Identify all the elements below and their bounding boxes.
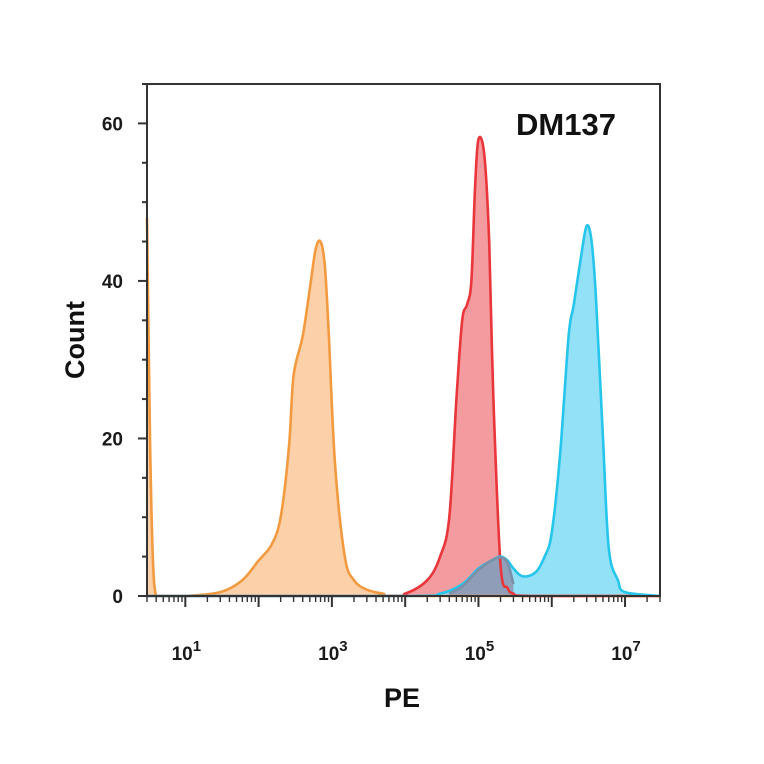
x-tick-label: 105 — [465, 638, 494, 665]
histogram-fills — [147, 136, 660, 596]
histogram-line-4 — [448, 556, 515, 595]
histogram-outlines — [145, 135, 661, 598]
y-axis: 0 20 40 60 — [102, 83, 147, 608]
y-tick-label: 60 — [102, 114, 123, 135]
histogram-fill-4 — [449, 557, 514, 596]
x-tick-label: 107 — [611, 638, 640, 665]
x-axis: 101 103 105 107 — [146, 596, 661, 665]
y-tick-label: 0 — [112, 587, 123, 608]
y-axis-title: Count — [60, 301, 90, 379]
x-tick-label: 103 — [318, 638, 347, 665]
plot-frame — [146, 83, 661, 597]
y-tick-label: 20 — [102, 429, 123, 450]
x-tick-label: 101 — [172, 638, 201, 665]
y-tick-label: 40 — [102, 272, 123, 293]
histogram-line-2 — [146, 135, 660, 598]
histogram-fill-3 — [147, 225, 660, 596]
chart-title: DM137 — [516, 107, 616, 142]
x-axis-title: PE — [384, 683, 420, 713]
